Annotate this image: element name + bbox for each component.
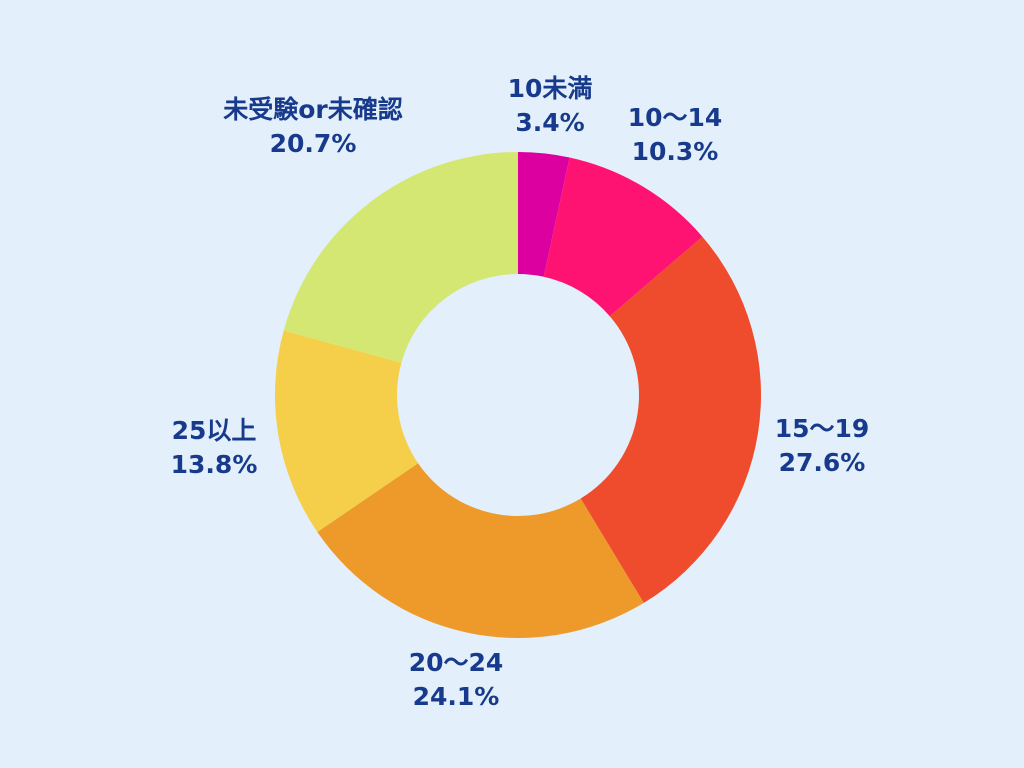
slice-label-under-10: 10未満 3.4% [508,72,593,140]
slice-category-label: 10～14 [627,103,723,132]
donut-slice-3 [580,236,761,603]
slice-label-15-19: 15～19 27.6% [775,412,870,480]
donut-slice-2 [543,157,703,317]
slice-percent-label: 13.8% [170,450,258,479]
slice-label-25-plus: 25以上 13.8% [171,414,258,482]
donut-slice-4 [317,463,644,638]
slice-label-10-14: 10～14 10.3% [628,101,723,169]
slice-category-label: 25以上 [171,416,257,445]
slice-percent-label: 3.4% [515,108,585,137]
slice-percent-label: 20.7% [269,129,357,158]
slice-category-label: 未受験or未確認 [223,95,403,124]
slice-label-unexamined: 未受験or未確認 20.7% [223,93,403,161]
donut-slice-6 [283,152,518,363]
donut-slice-1 [518,152,570,277]
slice-label-20-24: 20～24 24.1% [409,646,504,714]
slice-percent-label: 10.3% [631,137,719,166]
slice-percent-label: 24.1% [412,682,500,711]
slice-category-label: 10未満 [507,74,593,103]
donut-slice-5 [274,330,419,533]
slice-category-label: 15～19 [774,414,870,443]
slice-percent-label: 27.6% [778,448,866,477]
slice-category-label: 20～24 [408,648,504,677]
